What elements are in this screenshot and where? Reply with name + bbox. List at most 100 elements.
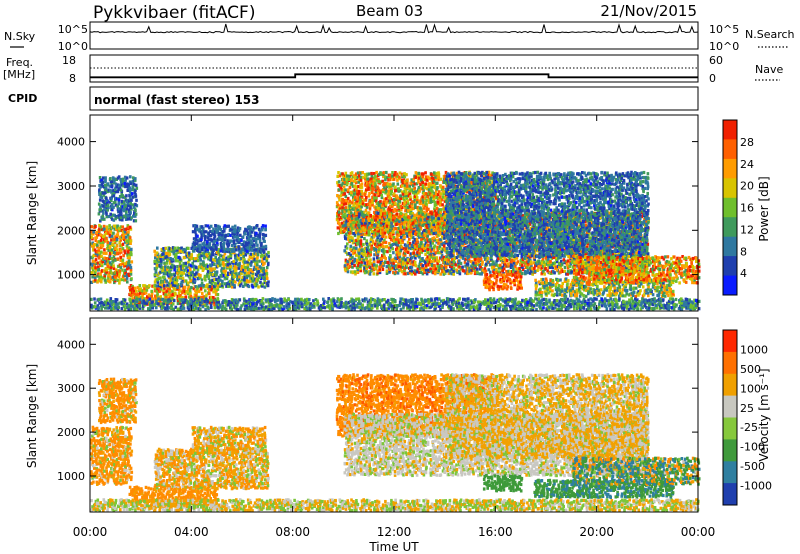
heatmap-cell: [192, 237, 196, 241]
heatmap-cell: [486, 186, 490, 190]
heatmap-cell: [344, 221, 348, 225]
heatmap-cell: [195, 289, 198, 293]
heatmap-cell: [359, 230, 363, 234]
heatmap-cell: [102, 193, 105, 197]
heatmap-cell: [495, 196, 498, 200]
heatmap-cell: [351, 250, 355, 254]
heatmap-cell: [181, 291, 184, 295]
heatmap-cell: [253, 265, 256, 269]
heatmap-cell: [377, 192, 380, 196]
heatmap-cell: [253, 226, 256, 230]
heatmap-cell: [114, 270, 118, 274]
heatmap-cell: [389, 182, 392, 186]
heatmap-cell: [112, 255, 116, 259]
heatmap-cell: [234, 255, 237, 259]
heatmap-cell: [261, 282, 265, 286]
heatmap-cell: [350, 177, 353, 181]
heatmap-cell: [261, 226, 265, 230]
heatmap-cell: [399, 189, 402, 193]
heatmap-cell: [365, 233, 368, 237]
heatmap-cell: [388, 241, 391, 246]
heatmap-cell: [353, 184, 356, 188]
heatmap-cell: [258, 235, 262, 239]
heatmap-cell: [156, 293, 159, 298]
heatmap-cell: [374, 199, 378, 203]
heatmap-cell: [248, 248, 251, 252]
heatmap-cell: [213, 303, 216, 307]
heatmap-cell: [187, 246, 190, 250]
heatmap-cell: [151, 284, 154, 288]
heatmap-cell: [439, 195, 442, 199]
heatmap-cell: [443, 174, 447, 178]
heatmap-cell: [219, 282, 222, 286]
heatmap-cell: [216, 237, 220, 241]
heatmap-cell: [254, 234, 257, 238]
heatmap-cell: [107, 188, 111, 192]
heatmap-cell: [242, 243, 245, 247]
heatmap-cell: [231, 271, 234, 275]
heatmap-cell: [178, 249, 182, 253]
heatmap-cell: [94, 254, 98, 258]
heatmap-cell: [102, 176, 105, 180]
heatmap-cell: [121, 268, 124, 272]
heatmap-cell: [350, 220, 353, 224]
heatmap-cell: [358, 191, 361, 195]
heatmap-cell: [155, 251, 159, 255]
heatmap-cell: [389, 228, 392, 232]
heatmap-cell: [440, 198, 444, 202]
heatmap-cell: [410, 243, 414, 247]
heatmap-cell: [222, 255, 225, 259]
heatmap-cell: [383, 197, 386, 201]
heatmap-cell: [219, 241, 223, 245]
freq-trace: [90, 73, 698, 79]
heatmap-cell: [219, 234, 223, 238]
heatmap-cell: [100, 182, 104, 186]
heatmap-cell: [227, 248, 231, 252]
heatmap-cell: [388, 265, 392, 269]
heatmap-cell: [488, 177, 492, 181]
heatmap-cell: [110, 215, 113, 219]
heatmap-cell: [346, 242, 349, 246]
heatmap-cell: [439, 208, 443, 212]
heatmap-cell: [215, 282, 218, 286]
heatmap-cell: [263, 285, 267, 289]
heatmap-cell: [254, 238, 258, 242]
heatmap-cell: [95, 235, 99, 239]
heatmap-cell: [359, 266, 362, 271]
heatmap-cell: [236, 274, 239, 278]
heatmap-cell: [172, 287, 176, 291]
heatmap-cell: [350, 231, 353, 235]
heatmap-cell: [114, 246, 117, 250]
heatmap-cell: [356, 192, 359, 196]
heatmap-cell: [163, 261, 166, 265]
heatmap-cell: [227, 284, 230, 288]
heatmap-cell: [372, 225, 376, 229]
heatmap-cell: [433, 263, 436, 267]
heatmap-cell: [173, 291, 177, 295]
heatmap-cell: [436, 193, 440, 197]
heatmap-cell: [204, 244, 208, 248]
heatmap-cell: [187, 285, 190, 289]
heatmap-cell: [390, 258, 393, 262]
heatmap-cell: [365, 196, 368, 200]
heatmap-cell: [250, 230, 254, 234]
heatmap-cell: [437, 196, 440, 201]
heatmap-cell: [390, 189, 393, 194]
heatmap-cell: [121, 258, 125, 262]
heatmap-cell: [198, 228, 202, 232]
heatmap-cell: [249, 268, 253, 272]
heatmap-cell: [159, 270, 162, 274]
heatmap-cell: [129, 268, 133, 272]
heatmap-cell: [384, 240, 388, 244]
heatmap-cell: [156, 292, 159, 296]
heatmap-cell: [191, 270, 195, 274]
heatmap-cell: [213, 239, 217, 243]
heatmap-cell: [437, 210, 440, 214]
heatmap-cell: [344, 171, 348, 175]
heatmap-cell: [110, 263, 113, 267]
heatmap-cell: [232, 259, 235, 264]
heatmap-cell: [116, 190, 120, 194]
heatmap-cell: [401, 201, 405, 205]
heatmap-cell: [432, 196, 436, 200]
heatmap-cell: [186, 269, 190, 273]
